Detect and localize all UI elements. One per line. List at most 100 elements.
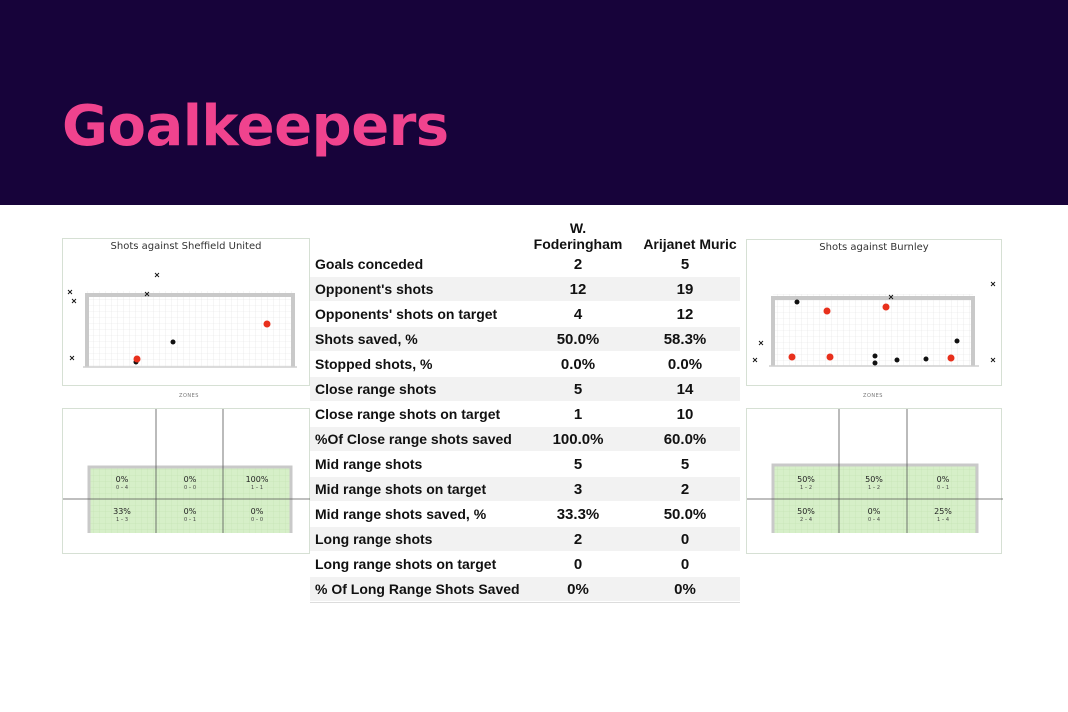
zone-cell: 0% 0 – 0 xyxy=(183,475,197,491)
value-foderingham: 2 xyxy=(573,531,583,548)
row-label: % Of Long Range Shots Saved xyxy=(315,581,520,597)
table-row: Mid range shots on target 3 2 xyxy=(310,477,740,502)
table-row: Long range shots 2 0 xyxy=(310,527,740,552)
value-muric: 0% xyxy=(674,581,696,598)
table-row: Mid range shots saved, % 33.3% 50.0% xyxy=(310,502,740,527)
goal-frame xyxy=(87,465,293,533)
goal-marker xyxy=(882,303,890,311)
table-row: Stopped shots, % 0.0% 0.0% xyxy=(310,352,740,377)
value-muric: 0.0% xyxy=(667,356,703,373)
zones-map-sheffield: 0% 0 – 4 0% 0 – 0 100% 1 – 1 33% 1 – 3 0% 0 –… xyxy=(62,408,311,554)
col-header-foderingham: W. Foderingham xyxy=(533,220,623,252)
table-row: Shots saved, % 50.0% 58.3% xyxy=(310,327,740,352)
table-bottom-border xyxy=(310,602,740,603)
value-foderingham: 0% xyxy=(567,581,589,598)
save-marker xyxy=(872,353,878,359)
value-muric: 58.3% xyxy=(663,331,707,348)
value-muric: 10 xyxy=(676,406,694,423)
value-muric: 50.0% xyxy=(663,506,707,523)
table-row: Long range shots on target 0 0 xyxy=(310,552,740,577)
value-muric: 12 xyxy=(676,306,694,323)
table-body: Goals conceded 2 5 Opponent's shots 12 19 Oppo… xyxy=(310,252,740,603)
zones-map-burnley: 50% 1 – 2 50% 1 – 2 0% 0 – 1 50% 2 – 4 0% 0 –… xyxy=(746,408,1003,554)
value-foderingham: 1 xyxy=(573,406,583,423)
row-label: Close range shots on target xyxy=(315,406,501,422)
table-row: Close range shots on target 1 10 xyxy=(310,402,740,427)
goal-marker xyxy=(947,354,955,362)
row-label: Long range shots on target xyxy=(315,556,497,572)
row-label: Opponents' shots on target xyxy=(315,306,498,322)
save-marker xyxy=(872,360,878,366)
value-foderingham: 33.3% xyxy=(556,506,600,523)
miss-marker xyxy=(71,298,77,304)
value-foderingham: 100.0% xyxy=(552,431,604,448)
row-label: Mid range shots saved, % xyxy=(315,506,487,522)
save-marker xyxy=(170,339,176,345)
goal-net xyxy=(773,294,973,366)
col-header-muric: Arijanet Muric xyxy=(643,236,737,252)
table-row: Close range shots 5 14 xyxy=(310,377,740,402)
value-foderingham: 5 xyxy=(573,456,583,473)
zone-cell: 0% 0 – 4 xyxy=(115,475,129,491)
goal-frame xyxy=(85,293,295,367)
table-row: %Of Close range shots saved 100.0% 60.0% xyxy=(310,427,740,452)
save-marker xyxy=(923,356,929,362)
shot-map-title: Shots against Burnley xyxy=(819,242,929,253)
row-label: Shots saved, % xyxy=(315,331,418,347)
row-label: Long range shots xyxy=(315,531,433,547)
goal-net xyxy=(87,291,293,367)
value-muric: 60.0% xyxy=(663,431,707,448)
row-label: Close range shots xyxy=(315,381,437,397)
value-foderingham: 3 xyxy=(573,481,583,498)
goal-marker xyxy=(826,353,834,361)
goal-frame xyxy=(771,296,975,366)
row-label: Goals conceded xyxy=(315,256,424,272)
table-row: Opponents' shots on target 4 12 xyxy=(310,302,740,327)
shot-map-svg xyxy=(752,281,996,367)
header-banner: Goalkeepers xyxy=(0,0,1068,205)
value-foderingham: 0 xyxy=(573,556,583,573)
miss-marker xyxy=(69,355,75,361)
page-title: Goalkeepers xyxy=(62,94,449,159)
zone-cell: 0% 0 – 4 xyxy=(867,507,881,523)
miss-marker xyxy=(67,289,73,295)
zone-cell: 50% 2 – 4 xyxy=(797,507,815,523)
shot-map-title: Shots against Sheffield United xyxy=(110,241,262,252)
value-foderingham: 4 xyxy=(573,306,583,323)
miss-marker xyxy=(154,272,160,278)
miss-marker xyxy=(990,281,996,287)
table-row: Opponent's shots 12 19 xyxy=(310,277,740,302)
save-marker xyxy=(794,299,800,305)
zones-svg xyxy=(747,409,1003,533)
table-row: Goals conceded 2 5 xyxy=(310,252,740,277)
value-muric: 5 xyxy=(680,456,690,473)
value-foderingham: 50.0% xyxy=(556,331,600,348)
row-label: Mid range shots on target xyxy=(315,481,487,497)
miss-marker xyxy=(888,294,894,300)
value-muric: 0 xyxy=(680,556,690,573)
shot-map-svg xyxy=(67,272,297,368)
miss-marker xyxy=(144,291,150,297)
value-muric: 0 xyxy=(680,531,690,548)
row-label: %Of Close range shots saved xyxy=(315,431,512,447)
goal-marker xyxy=(263,320,271,328)
table-row: % Of Long Range Shots Saved 0% 0% xyxy=(310,577,740,602)
zones-svg xyxy=(63,409,311,533)
row-label: Opponent's shots xyxy=(315,281,434,297)
zone-cell: 100% 1 – 1 xyxy=(245,475,269,491)
zones-label: ZONES xyxy=(179,393,199,399)
value-foderingham: 5 xyxy=(573,381,583,398)
goal-marker xyxy=(133,355,141,363)
zone-cell: 0% 0 – 0 xyxy=(250,507,264,523)
zone-cell: 0% 0 – 1 xyxy=(183,507,197,523)
zone-cell: 0% 0 – 1 xyxy=(936,475,950,491)
table-header: W. Foderingham Arijanet Muric xyxy=(310,216,740,252)
value-muric: 14 xyxy=(676,381,694,398)
zone-cell: 25% 1 – 4 xyxy=(934,507,952,523)
row-label: Mid range shots xyxy=(315,456,423,472)
zones-label: ZONES xyxy=(863,393,883,399)
save-marker xyxy=(954,338,960,344)
value-muric: 5 xyxy=(680,256,690,273)
zone-cell: 33% 1 – 3 xyxy=(113,507,131,523)
